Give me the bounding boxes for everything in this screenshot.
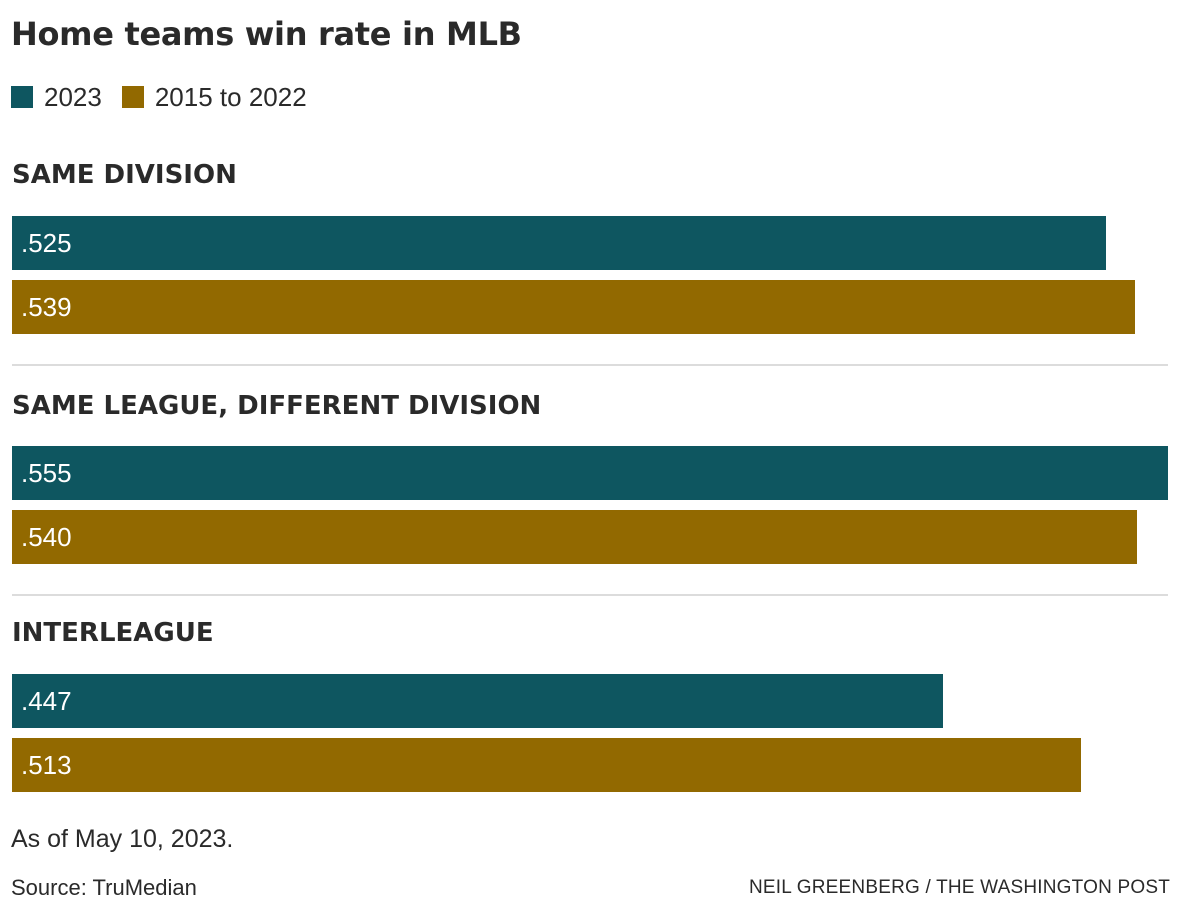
credit-line: NEIL GREENBERG / THE WASHINGTON POST (748, 877, 1170, 898)
bar-label: .555 (21, 457, 72, 488)
legend-item-2023: 2023 (11, 82, 102, 113)
legend-swatch-2023 (11, 86, 33, 108)
legend-label-2023: 2023 (44, 81, 102, 112)
chart-note: As of May 10, 2023. (11, 825, 234, 853)
legend-swatch-2015-to-2022 (121, 86, 144, 108)
bar-same-division-2023: .525 (12, 216, 1106, 270)
legend: 2023 2015 to 2022 (11, 82, 327, 112)
bar-interleague-2015-to-2022: .513 (12, 738, 1081, 792)
source-line: Source: TruMedian (11, 875, 197, 900)
bar-same-league-different-division-2015-to-2022: .540 (12, 510, 1137, 564)
bar-label: .525 (21, 227, 72, 258)
bar-label: .447 (21, 685, 72, 716)
legend-label-2015-to-2022: 2015 to 2022 (154, 81, 307, 112)
bar-same-division-2015-to-2022: .539 (12, 280, 1135, 334)
legend-item-2015-to-2022: 2015 to 2022 (121, 81, 307, 113)
bar-label: .513 (21, 749, 72, 780)
group-title-same-league-different-division: SAME LEAGUE, DIFFERENT DIVISION (12, 391, 542, 421)
group-title-same-division: SAME DIVISION (12, 160, 237, 190)
group-divider (12, 364, 1168, 366)
chart-title: Home teams win rate in MLB (11, 15, 522, 53)
group-title-interleague: INTERLEAGUE (12, 618, 214, 648)
bar-label: .540 (21, 521, 72, 552)
bar-interleague-2023: .447 (12, 674, 943, 728)
bar-label: .539 (21, 291, 72, 322)
group-divider (12, 594, 1168, 596)
bar-same-league-different-division-2023: .555 (12, 446, 1168, 500)
